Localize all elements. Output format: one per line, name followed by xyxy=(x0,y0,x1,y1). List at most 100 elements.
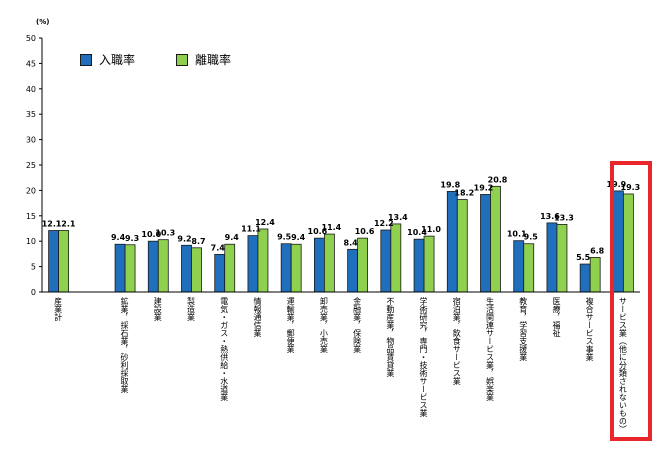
separation-rate-bar xyxy=(523,243,535,293)
separation-rate-data-label: 12.4 xyxy=(255,218,275,227)
x-category-label: 建設業 xyxy=(153,297,163,321)
separation-rate-bar xyxy=(290,243,302,293)
hire-rate-data-label: 19.2 xyxy=(474,183,494,192)
y-tick-label: 25 xyxy=(26,161,36,170)
legend-item-separation-rate: 離職率 xyxy=(176,51,231,68)
separation-rate-data-label: 12.1 xyxy=(56,220,76,229)
hire-rate-data-label: 12.1 xyxy=(42,220,62,229)
hire-rate-data-label: 9.5 xyxy=(277,233,292,242)
hire-rate-bar xyxy=(347,248,359,293)
y-axis-ticks: 0 5 10 15 20 25 30 35 40 45 50 xyxy=(26,34,42,297)
y-tick-label: 40 xyxy=(26,85,36,94)
x-category-label: 卸売業，小売業 xyxy=(319,297,329,353)
hire-rate-bar xyxy=(147,240,159,293)
separation-rate-data-label: 19.3 xyxy=(621,183,641,192)
separation-rate-bar xyxy=(589,257,601,293)
separation-rate-data-label: 10.3 xyxy=(155,229,175,238)
separation-rate-bar xyxy=(191,247,202,293)
separation-rate-data-label: 9.3 xyxy=(125,234,139,243)
y-tick-label: 5 xyxy=(31,263,36,272)
hire-rate-data-label: 19.8 xyxy=(440,180,460,189)
hire-rate-data-label: 10.6 xyxy=(308,227,328,236)
separation-rate-bar xyxy=(357,237,369,293)
separation-rate-data-label: 20.8 xyxy=(488,175,508,184)
hire-rate-data-label: 9.2 xyxy=(177,234,191,243)
x-category-label: 医療，福祉 xyxy=(551,297,561,337)
hire-rate-bar xyxy=(313,237,325,293)
highlight-box xyxy=(610,161,652,441)
separation-rate-data-label: 9.5 xyxy=(524,233,539,242)
hire-rate-data-label: 11.1 xyxy=(241,225,261,234)
separation-rate-data-label: 9.4 xyxy=(291,233,306,242)
x-category-label: 産業計 xyxy=(53,297,63,321)
y-tick-label: 20 xyxy=(26,186,36,195)
separation-rate-data-label: 13.4 xyxy=(388,213,408,222)
y-tick-label: 45 xyxy=(26,59,36,68)
x-category-label: 鉱業，採石業，砂利採取業 xyxy=(120,297,130,393)
hire-rate-data-label: 10.0 xyxy=(141,230,161,239)
x-category-label: 学術研究，専門・技術サービス業 xyxy=(419,297,429,417)
separation-rate-data-label: 6.8 xyxy=(590,246,605,255)
y-tick-label: 35 xyxy=(26,110,36,119)
separation-rate-data-label: 18.2 xyxy=(454,189,474,198)
hire-rate-data-label: 12.2 xyxy=(374,219,394,228)
y-tick-label: 10 xyxy=(26,237,36,246)
separation-rate-data-label: 9.4 xyxy=(225,233,240,242)
y-tick-label: 50 xyxy=(26,34,36,43)
separation-rate-bar xyxy=(124,244,136,293)
separation-rate-bar xyxy=(423,235,435,293)
separation-rate-bar xyxy=(157,239,169,293)
bar-series xyxy=(48,185,634,293)
x-category-label: 製造業 xyxy=(186,297,196,321)
separation-rate-data-label: 11.4 xyxy=(322,223,342,232)
data-labels: 12.19.4 10.0 9.27.411.19.510.68.412.210.41… xyxy=(42,175,641,262)
hire-rate-data-label: 5.5 xyxy=(576,253,591,262)
hire-rate-bar xyxy=(579,263,591,293)
separation-rate-bar xyxy=(390,223,402,293)
separation-rate-data-label: 13.3 xyxy=(554,213,574,222)
x-category-label: 運輸業，郵便業 xyxy=(286,297,296,353)
hire-rate-bar xyxy=(114,243,126,293)
legend-label-hire-rate: 入職率 xyxy=(99,53,136,67)
separation-rate-bar xyxy=(323,233,335,293)
hire-rate-data-label: 10.4 xyxy=(407,228,427,237)
hire-rate-bar xyxy=(380,229,392,293)
x-category-label: 生活関連サービス業，娯楽業 xyxy=(485,297,495,401)
y-tick-label: 30 xyxy=(26,136,36,145)
y-tick-label: 0 xyxy=(31,288,36,297)
hire-rate-bar xyxy=(546,222,558,293)
x-category-label: 不動産業，物品賃貸業 xyxy=(385,297,395,377)
y-axis-unit-label: (%) xyxy=(36,18,49,26)
hire-rate-bar xyxy=(247,235,259,293)
hire-rate-bar xyxy=(181,244,192,293)
x-category-label: 情報通信業 xyxy=(252,297,262,337)
separation-rate-bar xyxy=(257,228,269,293)
hire-rate-data-label: 8.4 xyxy=(344,238,359,247)
legend-item-hire-rate: 入職率 xyxy=(80,51,135,68)
hire-rate-data-label: 9.4 xyxy=(111,233,126,242)
separation-rate-swatch-icon xyxy=(176,53,188,66)
separation-rate-bar xyxy=(58,230,70,293)
x-category-label: 教育，学習支援業 xyxy=(518,297,528,361)
separation-rate-bar xyxy=(224,243,236,293)
hire-rate-bar xyxy=(513,240,525,293)
hire-rate-bar xyxy=(214,254,226,293)
hire-rate-swatch-icon xyxy=(80,53,92,66)
hire-rate-data-label: 10.1 xyxy=(507,230,527,239)
hire-rate-data-label: 13.6 xyxy=(540,212,560,221)
separation-rate-data-label: 10.6 xyxy=(355,227,375,236)
y-tick-label: 15 xyxy=(26,212,36,221)
separation-rate-bar xyxy=(490,185,501,293)
x-category-label: 宿泊業，飲食サービス業 xyxy=(452,297,462,385)
separation-rate-bar xyxy=(556,224,568,293)
separation-rate-bar xyxy=(456,199,468,293)
separation-rate-data-label: 8.7 xyxy=(191,237,205,246)
x-category-label: 複合サービス事業 xyxy=(585,297,595,361)
hire-rate-data-label: 19.9 xyxy=(607,180,627,189)
hire-rate-bar xyxy=(446,191,458,293)
legend-label-separation-rate: 離職率 xyxy=(195,53,232,67)
x-category-label: サービス業（他に分類されないもの） xyxy=(618,297,628,433)
x-category-label: 電気・ガス・熱供給・水道業 xyxy=(219,297,229,401)
hire-rate-bar xyxy=(480,194,491,293)
